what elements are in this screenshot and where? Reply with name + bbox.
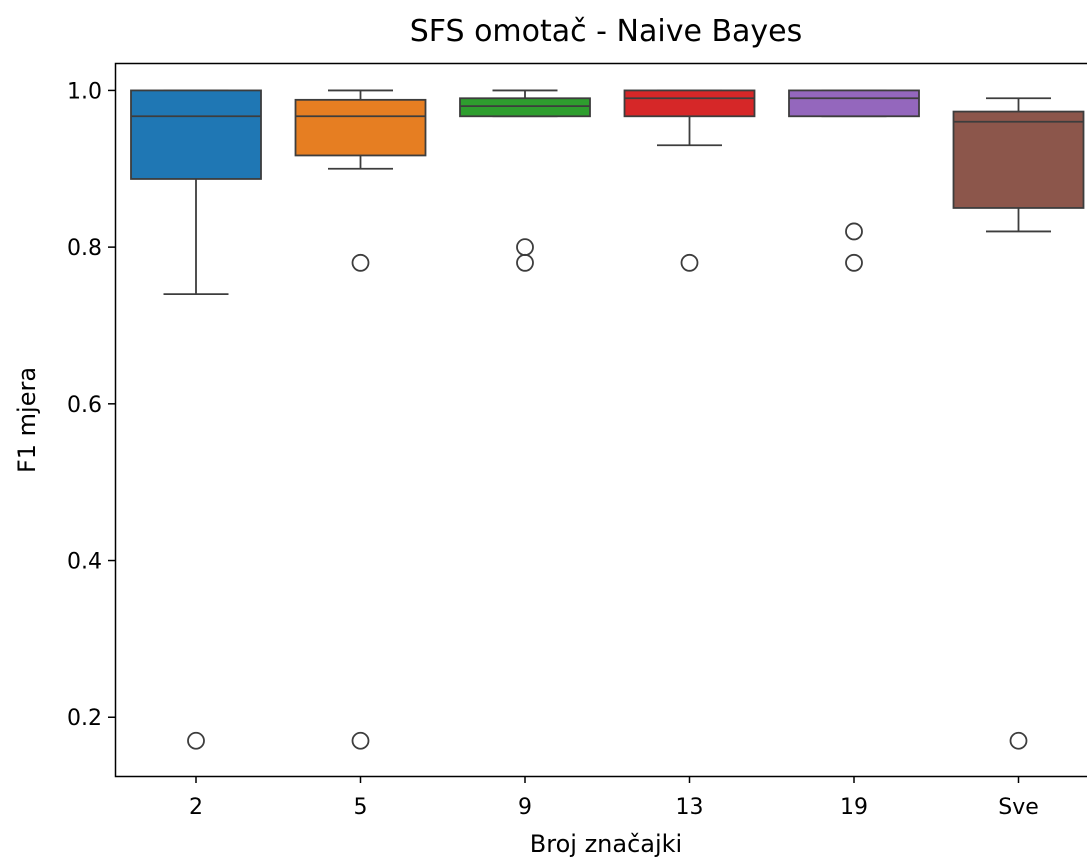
outlier-point <box>845 222 863 241</box>
x-tick-label: 9 <box>518 795 532 820</box>
x-tick-label: Sve <box>998 795 1039 820</box>
box-19 <box>788 89 920 118</box>
box-Sve <box>952 110 1085 209</box>
y-tick-label: 0.4 <box>67 550 102 575</box>
x-axis-label: Broj značajki <box>530 830 682 858</box>
axes-frame <box>114 62 1087 778</box>
plot-area: 0.2 0.4 0.6 0.8 1.0 2 5 9 13 19 Sve <box>67 79 1085 820</box>
x-tick-label: 19 <box>840 795 868 820</box>
x-tick-label: 5 <box>354 795 368 820</box>
y-tick-label: 0.8 <box>67 236 102 261</box>
outlier-point <box>1009 731 1028 750</box>
outlier-point <box>680 253 699 272</box>
box-2 <box>130 89 262 180</box>
box-9 <box>459 97 591 118</box>
y-tick-label: 1.0 <box>67 79 102 104</box>
outlier-point <box>845 253 863 272</box>
outlier-point <box>516 253 534 272</box>
chart-title: SFS omotač - Naive Bayes <box>410 14 803 49</box>
y-tick-label: 0.2 <box>67 706 102 731</box>
y-tick-label: 0.6 <box>67 393 102 418</box>
outlier-point <box>516 238 534 257</box>
x-tick-label: 2 <box>189 795 203 820</box>
box-13 <box>623 89 756 118</box>
outlier-point <box>351 731 370 750</box>
outlier-point <box>351 253 370 272</box>
y-axis-label: F1 mjera <box>13 367 41 473</box>
outlier-point <box>187 731 205 750</box>
box-5 <box>294 98 427 157</box>
x-tick-label: 13 <box>676 795 704 820</box>
